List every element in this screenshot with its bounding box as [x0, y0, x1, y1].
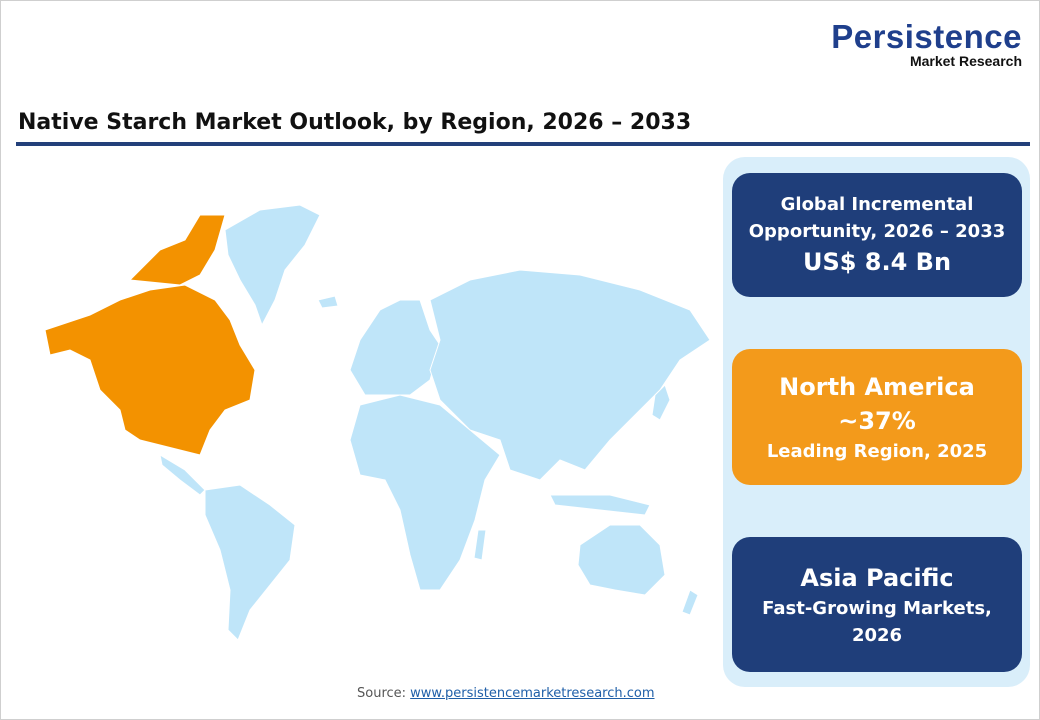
source-label: Source: [357, 686, 407, 701]
leading-region-card: North America ~37% Leading Region, 2025 [732, 349, 1022, 485]
card-caption1: Fast-Growing Markets, [762, 597, 992, 619]
logo: Persistence Market Research [831, 18, 1022, 69]
north-america-highlight [44, 214, 256, 456]
source: Source: www.persistencemarketresearch.co… [357, 686, 655, 701]
new-zealand [681, 589, 699, 616]
title-divider [16, 142, 1030, 146]
europe [349, 299, 441, 396]
card-value: ~37% [838, 406, 916, 435]
card-caption: Leading Region, 2025 [766, 440, 988, 462]
card-line2: Opportunity, 2026 – 2033 [748, 221, 1006, 242]
australia [577, 524, 666, 596]
logo-sub: Market Research [909, 53, 1022, 69]
card-caption2: 2026 [851, 624, 903, 646]
page-title: Native Starch Market Outlook, by Region,… [18, 110, 692, 135]
fastest-growing-card: Asia Pacific Fast-Growing Markets, 2026 [732, 537, 1022, 672]
greenland [224, 204, 321, 327]
logo-main: Persistence [831, 18, 1022, 55]
card-region: North America [779, 372, 975, 401]
incremental-opportunity-card: Global Incremental Opportunity, 2026 – 2… [732, 173, 1022, 297]
asia [429, 269, 711, 481]
indonesia [549, 494, 651, 516]
south-america [204, 484, 296, 641]
card-value: US$ 8.4 Bn [802, 248, 952, 276]
iceland [317, 295, 339, 309]
world-map [44, 204, 711, 641]
africa [349, 394, 501, 591]
central-america [159, 453, 206, 496]
madagascar [473, 529, 487, 561]
japan [651, 384, 671, 421]
card-region: Asia Pacific [800, 563, 954, 592]
card-line1: Global Incremental [780, 194, 974, 215]
source-link[interactable]: www.persistencemarketresearch.com [410, 686, 655, 701]
